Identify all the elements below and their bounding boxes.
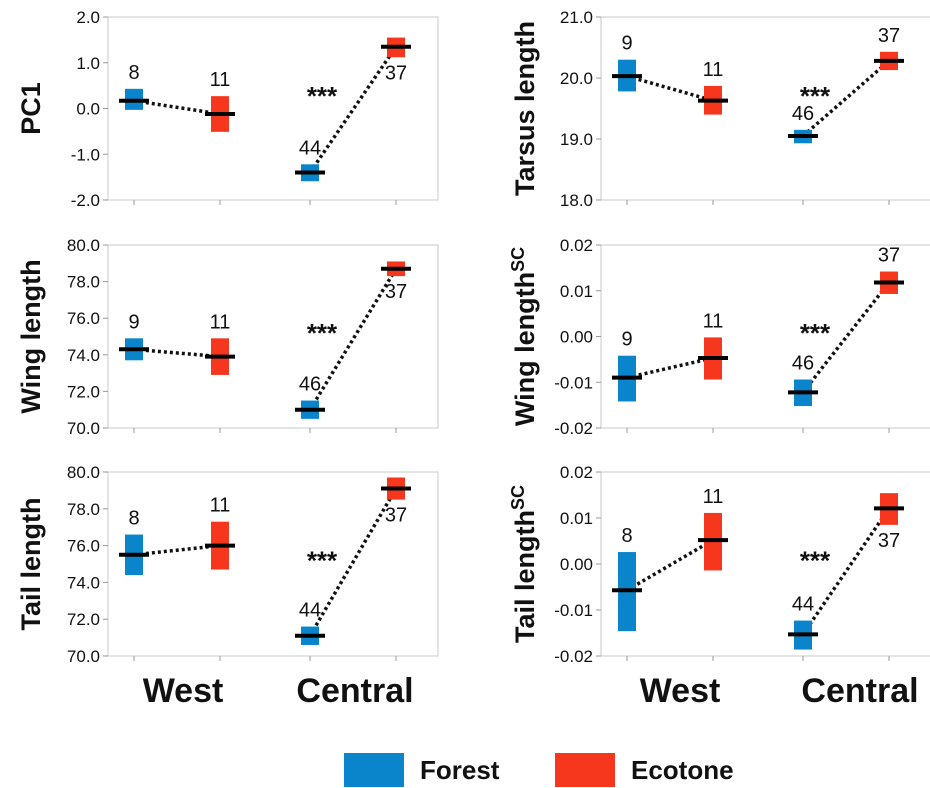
significance-label-2: *** [307,318,338,348]
sample-size-label-0-1: 11 [210,69,231,91]
sample-size-label-5-1: 11 [703,486,724,508]
y-tick-label-4-5: 80.0 [67,463,100,482]
y-tick-label-4-4: 78.0 [67,500,100,519]
dotted-line-0-0 [133,98,221,116]
y-tick-label-0-0: -2.0 [71,191,100,210]
sample-size-label-3-1: 11 [703,310,724,332]
sample-size-label-4-1: 11 [210,495,231,517]
y-tick-label-5-0: -0.02 [554,647,593,666]
y-tick-label-3-0: -0.02 [554,419,593,438]
y-axis-label-superscript-3: SC [508,247,528,272]
legend-ecotone-swatch [555,753,615,787]
y-tick-label-5-2: 0.00 [560,555,593,574]
legend-ecotone-label: Ecotone [631,754,734,785]
y-tick-label-3-4: 0.02 [560,236,593,255]
dotted-line-0-1 [308,45,398,174]
dotted-line-1-1 [801,59,891,138]
significance-label-1: *** [800,81,831,111]
sample-size-label-3-0: 9 [621,329,632,351]
plot-frame-2 [107,244,439,429]
significance-label-5: *** [800,546,831,576]
dotted-line-4-1 [308,487,398,637]
y-axis-label-text-0: PC1 [16,82,46,135]
y-axis-label-3: Wing lengthSC [508,247,540,426]
sample-size-label-0-2: 44 [299,137,321,159]
legend-forest: Forest [344,752,499,788]
y-tick-label-4-1: 72.0 [67,610,100,629]
y-tick-label-1-2: 20.0 [560,69,593,88]
legend-forest-label: Forest [420,754,500,785]
y-axis-label-1: Tarsus length [510,21,540,196]
sample-size-label-3-2: 46 [792,353,814,375]
y-tick-label-3-3: 0.01 [560,282,593,301]
sample-size-label-1-2: 46 [792,103,814,125]
sample-size-label-3-3: 37 [878,245,900,267]
y-axis-label-text-4: Tail length [16,498,46,631]
y-tick-label-2-5: 80.0 [67,236,100,255]
plot-frame-4 [107,471,439,657]
y-axis-label-text-3: Wing length [510,272,540,426]
sample-size-label-0-0: 8 [128,62,139,84]
sample-size-label-1-0: 9 [621,33,632,55]
dotted-line-3-1 [801,281,891,394]
y-tick-label-5-3: 0.01 [560,509,593,528]
legend-ecotone: Ecotone [555,752,734,788]
significance-label-0: *** [307,81,338,111]
sample-size-label-4-2: 44 [299,600,321,622]
y-tick-label-0-1: -1.0 [71,145,100,164]
y-axis-label-text-1: Tarsus length [510,21,540,196]
x-category-west-left: West [142,672,224,710]
y-axis-label-superscript-5: SC [508,485,528,510]
dotted-line-5-1 [801,507,891,636]
y-tick-label-5-4: 0.02 [560,463,593,482]
sample-size-label-5-3: 37 [878,530,900,552]
y-tick-label-0-4: 2.0 [76,8,100,27]
y-tick-label-2-1: 72.0 [67,382,100,401]
sample-size-label-5-2: 44 [792,594,814,616]
y-axis-label-5: Tail lengthSC [508,485,540,643]
sample-size-label-4-3: 37 [385,505,407,527]
y-tick-label-1-3: 21.0 [560,8,593,27]
legend-forest-swatch [344,753,404,787]
y-tick-label-2-3: 76.0 [67,309,100,328]
y-tick-label-1-1: 19.0 [560,130,593,149]
sample-size-label-2-3: 37 [385,281,407,303]
dotted-line-3-0 [626,356,714,380]
x-category-central-right: Central [801,672,919,710]
y-tick-label-2-2: 74.0 [67,346,100,365]
y-tick-label-4-3: 76.0 [67,537,100,556]
sample-size-label-2-0: 9 [128,311,139,333]
sample-size-label-4-0: 8 [128,508,139,530]
y-tick-label-1-0: 18.0 [560,191,593,210]
x-category-central-left: Central [296,672,414,710]
y-axis-label-0: PC1 [16,82,46,135]
y-tick-label-2-4: 78.0 [67,273,100,292]
sample-size-label-5-0: 8 [621,525,632,547]
plot-frame-1 [600,16,930,201]
y-axis-label-text-2: Wing length [16,259,46,413]
significance-label-3: *** [800,318,831,348]
sample-size-label-2-2: 46 [299,374,321,396]
y-axis-label-2: Wing length [16,259,46,413]
y-tick-label-5-1: -0.01 [554,601,593,620]
x-category-west-right: West [639,672,721,710]
dotted-line-1-0 [626,74,714,103]
y-tick-label-4-2: 74.0 [67,573,100,592]
y-tick-label-2-0: 70.0 [67,419,100,438]
y-axis-label-4: Tail length [16,498,46,631]
sample-size-label-1-3: 37 [878,25,900,47]
y-tick-label-0-2: 0.0 [76,100,100,119]
y-tick-label-0-3: 1.0 [76,54,100,73]
significance-label-4: *** [307,546,338,576]
sample-size-label-1-1: 11 [703,59,724,81]
sample-size-label-0-3: 37 [385,62,407,84]
sample-size-label-2-1: 11 [210,311,231,333]
y-tick-label-3-1: -0.01 [554,373,593,392]
y-axis-label-text-5: Tail length [510,510,540,643]
y-tick-label-3-2: 0.00 [560,328,593,347]
y-tick-label-4-0: 70.0 [67,647,100,666]
dotted-line-5-0 [626,538,714,592]
